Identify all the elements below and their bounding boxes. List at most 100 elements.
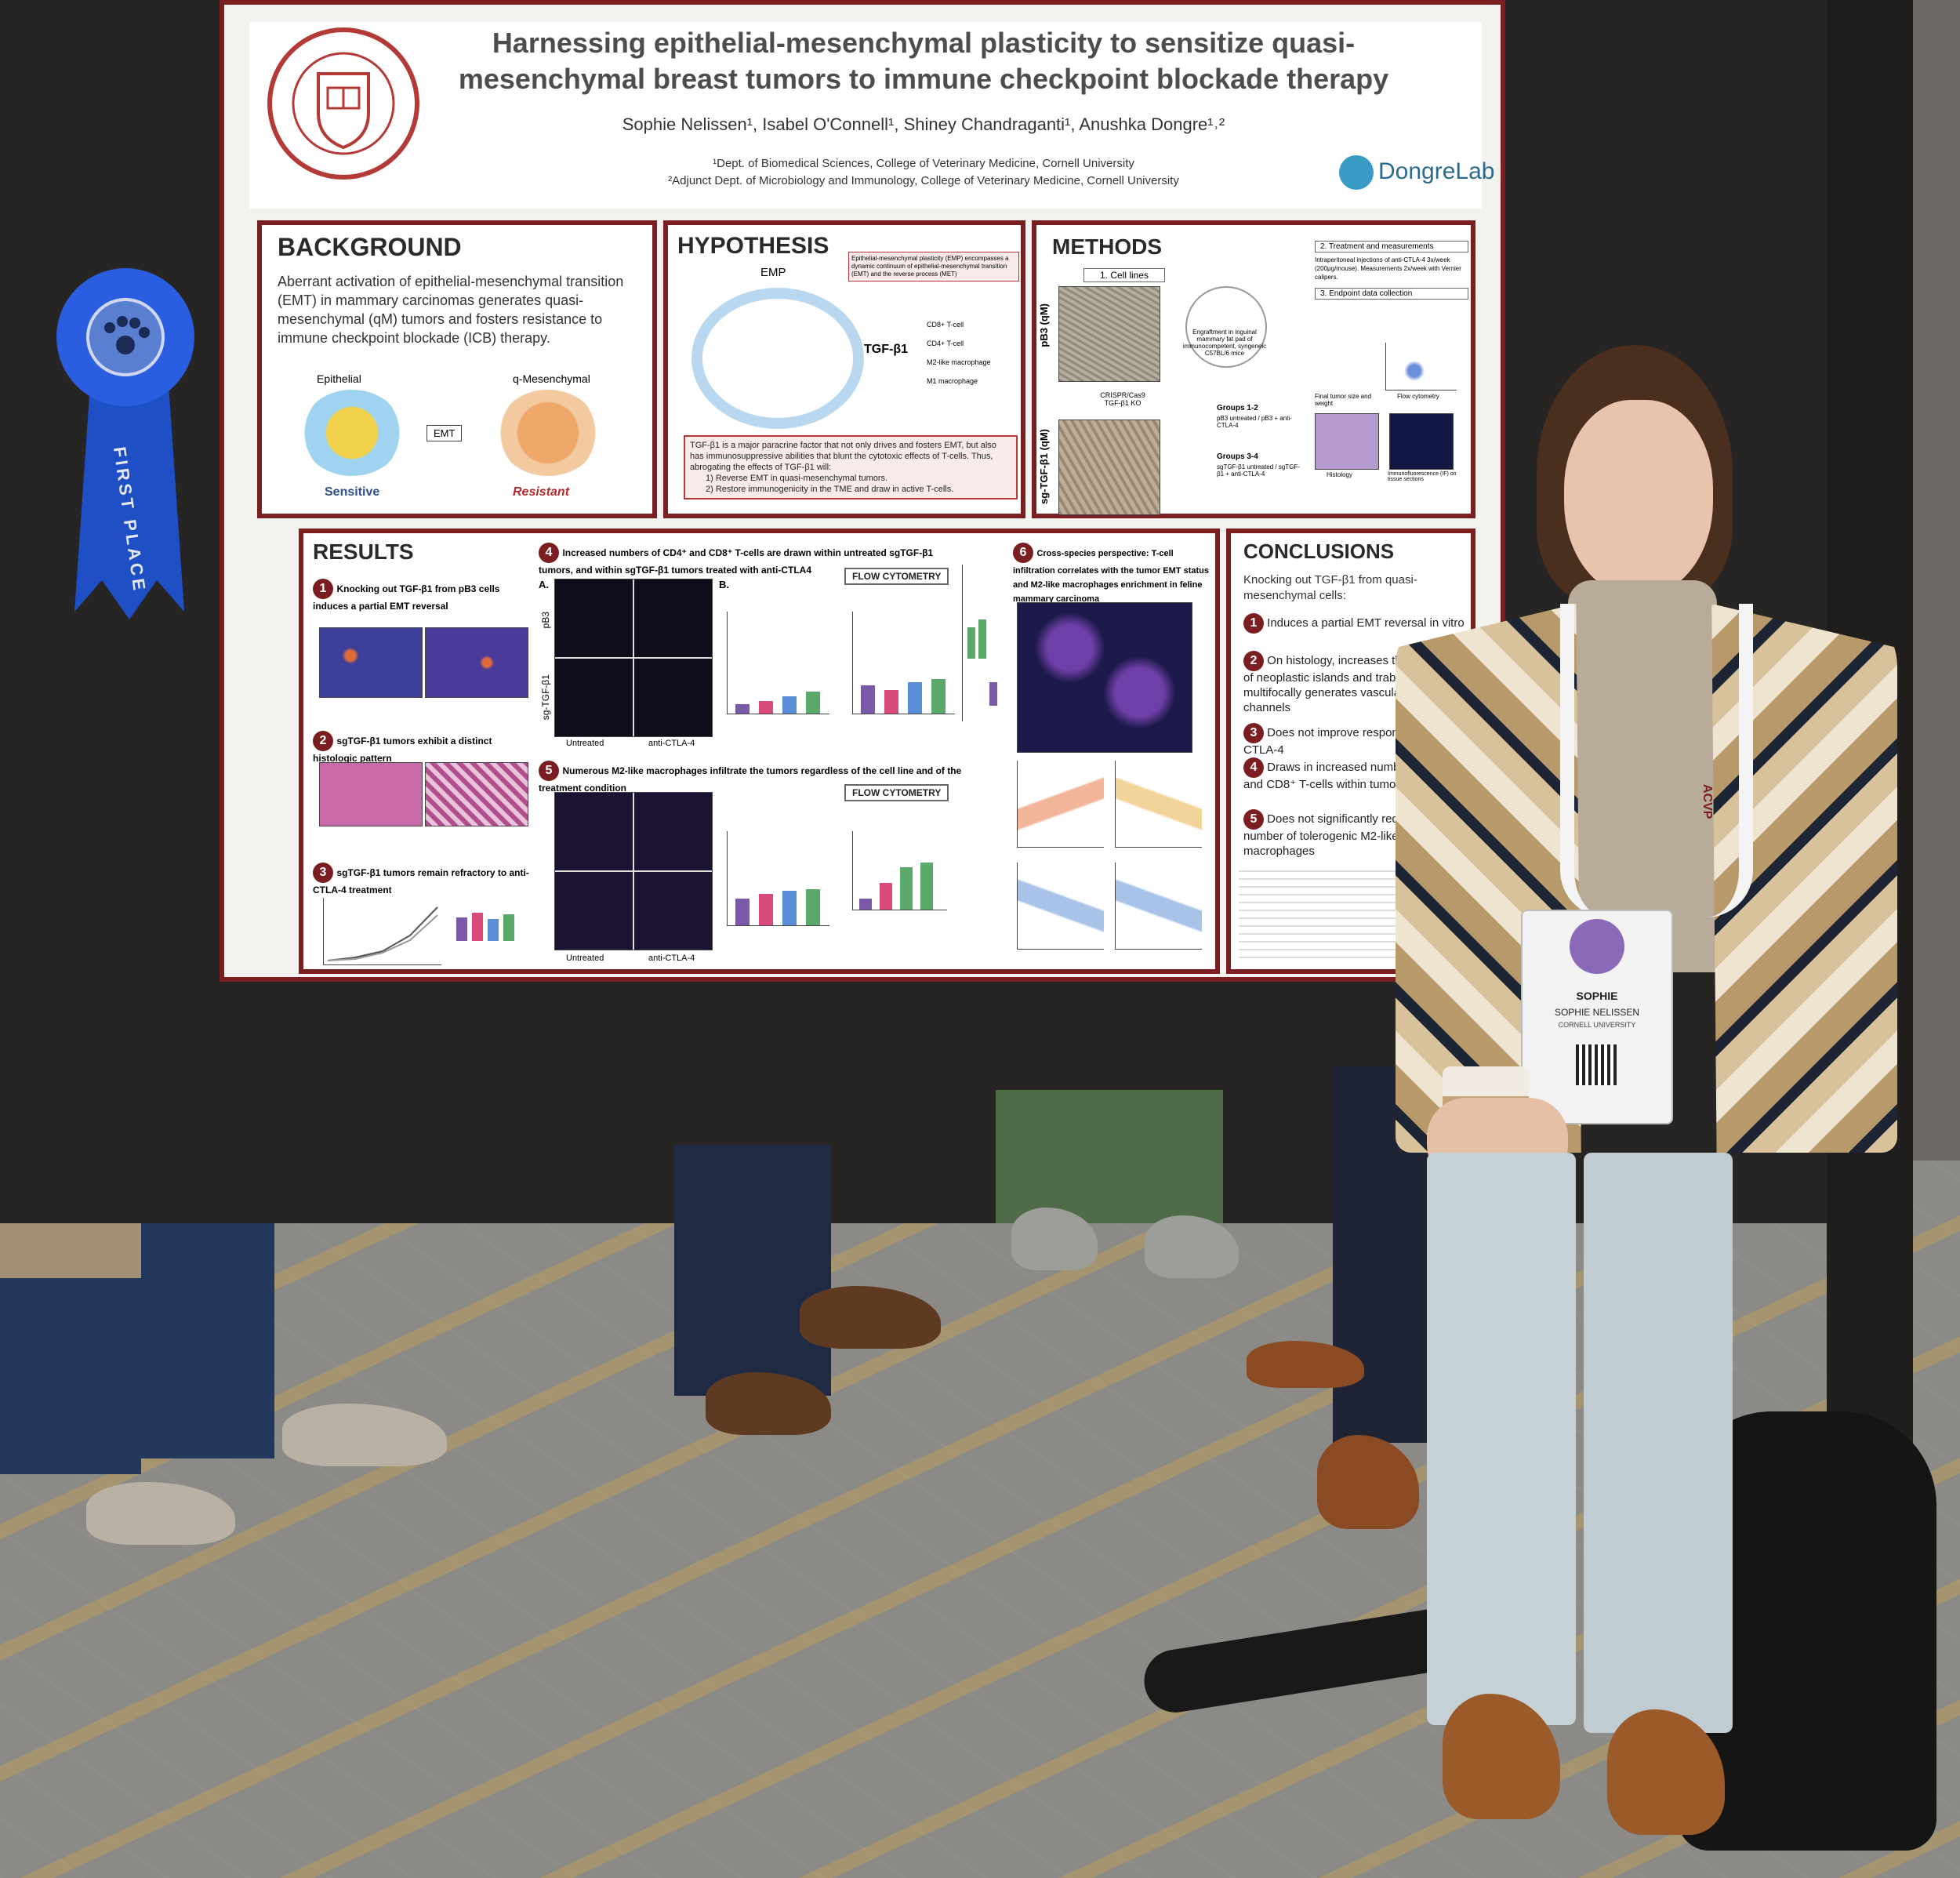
hypothesis-legend: CD8+ T-cell CD4+ T-cell M2-like macropha… xyxy=(927,315,1021,390)
result-1: 1 Knocking out TGF-β1 from pB3 cells ind… xyxy=(313,579,532,613)
result-4-panel-a-label: A. xyxy=(539,579,549,590)
presenter-jeans-left xyxy=(1427,1153,1576,1725)
badge-first-name: SOPHIE xyxy=(1576,990,1618,1002)
result-4-panel-b-label: B. xyxy=(719,579,729,590)
background-epithelial-label: Epithelial xyxy=(317,372,361,385)
dongrelab-logo: DongreLab xyxy=(1339,154,1494,193)
result-1-image-a xyxy=(319,627,423,698)
result-5-untreated-label: Untreated xyxy=(566,954,604,963)
hypothesis-tgf-label: TGF-β1 xyxy=(864,343,908,356)
sgtgf-cell-culture-image xyxy=(1058,420,1160,515)
result-2-histology-b xyxy=(425,762,528,826)
conclusion-item-5: 5 Does not significantly reduce the numb… xyxy=(1243,809,1471,859)
tumor-kinetics-plot xyxy=(323,898,441,965)
hypothesis-statement: TGF-β1 is a major paracrine factor that … xyxy=(690,441,996,472)
dongrelab-logo-icon xyxy=(1339,155,1374,190)
result-4-anti-ctla4-label: anti-CTLA-4 xyxy=(648,739,695,748)
poster-title-line2: mesenchymal breast tumors to immune chec… xyxy=(458,63,1389,95)
methods-histology-label: Histology xyxy=(1327,471,1352,478)
conclusion-number-3: 3 xyxy=(1243,723,1264,743)
result-1-text: Knocking out TGF-β1 from pB3 cells induc… xyxy=(313,583,500,612)
result-4-cd3-bar-chart xyxy=(852,612,955,714)
first-place-ribbon: FIRST PLACE xyxy=(47,267,212,627)
badge-qr-code xyxy=(1576,1044,1617,1085)
methods-cell-lines-label: 1. Cell lines xyxy=(1083,268,1166,282)
background-heading: BACKGROUND xyxy=(278,233,462,261)
result-6: 6 Cross-species perspective: T-cell infi… xyxy=(1013,543,1217,605)
result-5: 5 Numerous M2-like macrophages infiltrat… xyxy=(539,761,993,795)
section-hypothesis: HYPOTHESIS EMP Epithelial-mesenchymal pl… xyxy=(663,220,1025,518)
person-legs-center xyxy=(996,1090,1262,1286)
methods-groups12-detail: pB3 untreated / pB3 + anti-CTLA-4 xyxy=(1217,415,1292,429)
result-4-row-sg: sg-TGF-β1 xyxy=(540,674,551,721)
hypothesis-emp-label: EMP xyxy=(760,266,786,279)
methods-treatment-detail: Intraperitoneal injections of anti-CTLA-… xyxy=(1315,256,1461,281)
hypothesis-emp-box: Epithelial-mesenchymal plasticity (EMP) … xyxy=(848,252,1019,282)
methods-flow-label: Flow cytometry xyxy=(1397,393,1439,400)
result-6-text: Cross-species perspective: T-cell infilt… xyxy=(1013,549,1209,604)
background-sensitive-label: Sensitive xyxy=(325,485,380,499)
conclusion-number-4: 4 xyxy=(1243,757,1264,778)
person-legs-left xyxy=(0,1223,470,1553)
dongrelab-logo-text: DongreLab xyxy=(1378,158,1495,184)
result-4-number: 4 xyxy=(539,543,559,563)
result-2-text: sgTGF-β1 tumors exhibit a distinct histo… xyxy=(313,736,492,764)
lanyard-text: ACVP xyxy=(1700,784,1714,819)
result-4-flow-cytometry-label: FLOW CYTOMETRY xyxy=(844,568,949,585)
result-6-number: 6 xyxy=(1013,543,1033,563)
presenter: ACVP SOPHIE SOPHIE NELISSEN CORNELL UNIV… xyxy=(1380,345,1897,1851)
result-5-monocyte-bar-chart xyxy=(852,831,947,910)
result-3: 3 sgTGF-β1 tumors remain refractory to a… xyxy=(313,863,532,897)
legend-cd4: CD4+ T-cell xyxy=(927,340,964,347)
result-5-number: 5 xyxy=(539,761,559,781)
conclusion-text-5: Does not significantly reduce the number… xyxy=(1243,812,1437,858)
methods-treatment-box: 2. Treatment and measurements Intraperit… xyxy=(1315,241,1468,300)
result-2-histology-a xyxy=(319,762,423,826)
poster-title-line1: Harnessing epithelial-mesenchymal plasti… xyxy=(492,27,1356,59)
methods-groups34-detail: sgTGF-β1 untreated / sgTGF-β1 + anti-CTL… xyxy=(1217,463,1300,478)
emp-cycle-diagram xyxy=(691,288,864,429)
methods-tumor-size: Final tumor size and weight xyxy=(1315,393,1372,407)
conclusions-intro: Knocking out TGF-β1 from quasi-mesenchym… xyxy=(1243,573,1417,602)
engraftment-circle xyxy=(1185,286,1267,368)
result-1-image-b xyxy=(425,627,528,698)
pb3-cell-culture-image xyxy=(1058,286,1160,382)
result-5-anti-ctla4-label: anti-CTLA-4 xyxy=(648,954,695,963)
badge-org: CORNELL UNIVERSITY xyxy=(1558,1021,1636,1029)
presenter-jeans-right xyxy=(1584,1153,1733,1733)
mesenchymal-tumor-diagram xyxy=(497,390,599,476)
methods-crispr-label: CRISPR/Cas9 TGF-β1 KO xyxy=(1100,391,1145,407)
poster-authors: Sophie Nelissen¹, Isabel O'Connell¹, Shi… xyxy=(622,114,1225,134)
result-4: 4 Increased numbers of CD4⁺ and CD8⁺ T-c… xyxy=(539,543,962,577)
conclusion-text-1: Induces a partial EMT reversal in vitro xyxy=(1267,616,1465,630)
result-2: 2 sgTGF-β1 tumors exhibit a distinct his… xyxy=(313,731,532,765)
tumor-weight-bars xyxy=(448,898,527,964)
background-resistant-label: Resistant xyxy=(513,485,570,499)
result-6-feline-if-image xyxy=(1017,602,1192,753)
methods-pb3-label: pB3 (qM) xyxy=(1038,303,1050,347)
methods-groups34: Groups 3-4 xyxy=(1217,452,1258,461)
background-qmesenchymal-label: q-Mesenchymal xyxy=(513,372,590,385)
hypothesis-point-2: 2) Restore immunogenicity in the TME and… xyxy=(706,485,954,494)
person-legs-center-left xyxy=(674,1145,941,1474)
presenter-face xyxy=(1564,400,1713,596)
legend-cd8: CD8+ T-cell xyxy=(927,321,964,329)
section-results: RESULTS 1 Knocking out TGF-β1 from pB3 c… xyxy=(299,529,1220,974)
section-methods: METHODS 1. Cell lines pB3 (qM) CRISPR/Ca… xyxy=(1032,220,1475,518)
result-5-if-grid xyxy=(554,792,713,950)
result-4-text: Increased numbers of CD4⁺ and CD8⁺ T-cel… xyxy=(539,547,934,576)
hypothesis-statement-box: TGF-β1 is a major paracrine factor that … xyxy=(684,435,1018,499)
badge-full-name: SOPHIE NELISSEN xyxy=(1554,1007,1640,1018)
result-4-if-grid xyxy=(554,579,713,737)
result-4-row-pb3: pB3 xyxy=(540,612,551,629)
methods-sg-label: sg-TGF-β1 (qM) xyxy=(1038,429,1050,505)
poster-affiliation-2: ²Adjunct Dept. of Microbiology and Immun… xyxy=(668,174,1179,187)
conclusions-heading: CONCLUSIONS xyxy=(1243,539,1395,563)
result-2-number: 2 xyxy=(313,731,333,751)
poster-affiliation-1: ¹Dept. of Biomedical Sciences, College o… xyxy=(713,157,1134,170)
results-heading: RESULTS xyxy=(313,539,414,564)
methods-if-label: Immunofluorescence (IF) on tissue sectio… xyxy=(1388,471,1457,482)
result-4-cd4-bar-chart xyxy=(727,612,829,714)
hypothesis-point-1: 1) Reverse EMT in quasi-mesenchymal tumo… xyxy=(706,474,888,483)
result-6-correlation-plots xyxy=(1017,761,1205,957)
